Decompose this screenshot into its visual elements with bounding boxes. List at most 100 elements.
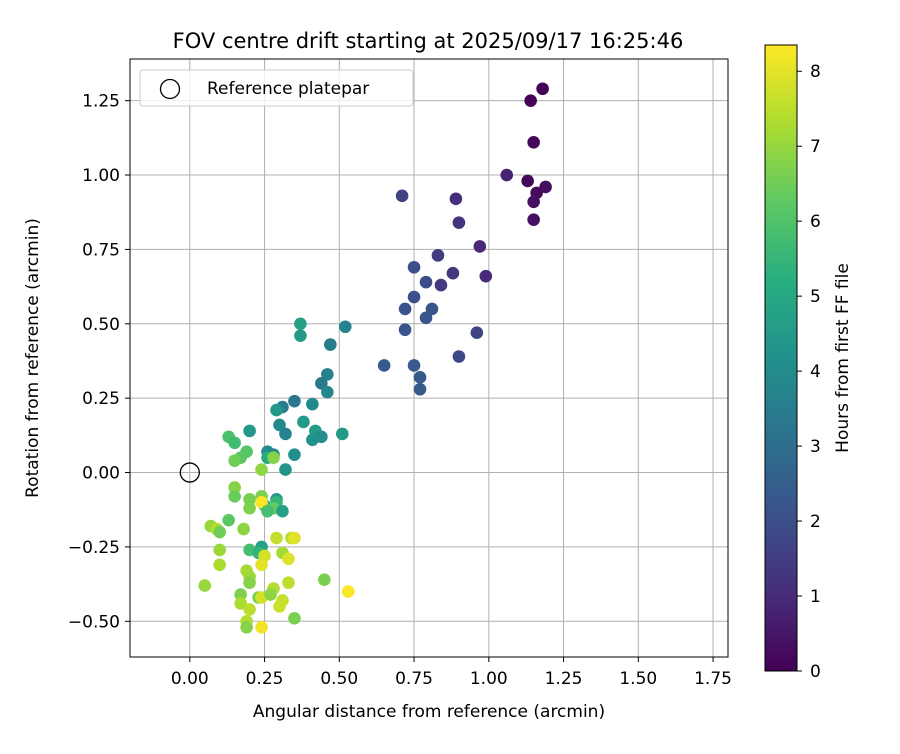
data-point xyxy=(255,558,268,572)
colorbar-label: Hours from first FF file xyxy=(833,263,853,453)
legend-entry-reference: Reference platepar xyxy=(207,79,369,99)
data-point xyxy=(237,522,250,536)
data-point xyxy=(255,463,268,476)
colorbar-ticks: 0 1 2 3 4 5 6 7 8 xyxy=(797,62,821,682)
plot-frame xyxy=(129,58,729,658)
y-tick-label: 1.00 xyxy=(82,166,120,186)
x-tick-label: 0.50 xyxy=(320,669,358,689)
data-point xyxy=(431,249,445,262)
data-point xyxy=(279,427,292,441)
data-point xyxy=(419,311,433,325)
data-point xyxy=(335,427,349,441)
data-point xyxy=(377,359,391,372)
colorbar-tick-label: 0 xyxy=(810,662,821,682)
data-point xyxy=(228,481,241,494)
data-point xyxy=(213,543,226,557)
data-point xyxy=(282,576,295,589)
data-point xyxy=(294,317,307,331)
data-point xyxy=(407,359,421,372)
data-point xyxy=(240,620,253,634)
colorbar-tick-label: 4 xyxy=(810,362,821,382)
data-point xyxy=(243,603,256,616)
colorbar-tick-label: 6 xyxy=(810,212,821,232)
data-point xyxy=(234,597,247,610)
data-point xyxy=(270,531,283,545)
data-point xyxy=(228,436,241,450)
axis-ticks: 0.00 0.25 0.50 0.75 1.00 1.25 1.50 1.75 −0.50 −0.… xyxy=(68,92,732,689)
data-point xyxy=(261,504,274,518)
legend-box xyxy=(139,69,414,107)
colorbar-tick-label: 5 xyxy=(810,287,821,307)
data-point xyxy=(398,302,412,316)
colorbar-tick-label: 2 xyxy=(810,512,821,532)
y-tick-label: 0.50 xyxy=(82,315,120,335)
y-tick-label: 0.00 xyxy=(82,464,120,484)
data-point xyxy=(324,338,337,351)
data-point xyxy=(527,213,540,226)
data-point xyxy=(425,302,439,316)
data-point xyxy=(213,525,226,539)
data-point xyxy=(273,600,286,613)
data-point xyxy=(213,558,226,572)
data-point xyxy=(318,573,331,586)
x-axis-label: Angular distance from reference (arcmin) xyxy=(253,702,605,722)
data-point xyxy=(521,174,534,188)
grid-lines xyxy=(130,59,728,657)
y-axis-label: Rotation from reference (arcmin) xyxy=(23,218,43,498)
data-point xyxy=(536,82,549,96)
data-point xyxy=(452,216,466,229)
data-point xyxy=(288,448,301,461)
colorbar-tick-label: 8 xyxy=(810,62,821,82)
data-point xyxy=(407,260,421,274)
data-point xyxy=(321,385,334,399)
data-point xyxy=(264,588,277,601)
data-point xyxy=(243,576,256,589)
data-point xyxy=(452,350,466,363)
data-point xyxy=(288,394,301,408)
data-point xyxy=(479,269,493,283)
data-point xyxy=(527,136,540,149)
y-tick-label: −0.25 xyxy=(68,538,120,558)
y-tick-label: 0.75 xyxy=(82,240,120,260)
colorbar-gradient xyxy=(764,44,798,672)
x-tick-label: 1.00 xyxy=(470,669,508,689)
data-point xyxy=(288,531,301,545)
legend-marker-reference xyxy=(159,78,181,100)
data-point xyxy=(539,180,552,194)
data-point xyxy=(398,323,412,337)
data-point xyxy=(413,382,427,396)
chart-title: FOV centre drift starting at 2025/09/17 … xyxy=(173,29,684,53)
data-point xyxy=(321,368,334,381)
data-point xyxy=(524,94,537,107)
colorbar-tick-label: 7 xyxy=(810,137,821,157)
reference-marker xyxy=(179,462,200,483)
y-tick-label: 0.25 xyxy=(82,389,120,409)
colorbar-tick-label: 3 xyxy=(810,437,821,457)
x-tick-label: 1.50 xyxy=(619,669,657,689)
data-point xyxy=(341,585,355,598)
colorbar: 0 1 2 3 4 5 6 7 8 Hours from first FF file xyxy=(764,44,853,682)
data-point xyxy=(338,320,352,334)
data-point xyxy=(288,612,301,625)
data-point xyxy=(315,376,328,390)
data-point xyxy=(419,275,433,289)
legend: Reference platepar xyxy=(139,69,414,107)
x-tick-label: 1.25 xyxy=(545,669,583,689)
y-tick-label: −0.50 xyxy=(68,612,120,632)
data-point xyxy=(234,588,247,601)
data-point xyxy=(306,397,319,411)
data-point xyxy=(267,451,280,464)
data-point xyxy=(243,424,256,438)
data-point xyxy=(279,463,292,476)
data-point xyxy=(255,620,268,634)
y-tick-label: 1.25 xyxy=(82,92,120,112)
data-point xyxy=(407,290,421,304)
scatter-points xyxy=(198,82,552,634)
x-tick-label: 0.25 xyxy=(246,669,284,689)
data-point xyxy=(276,504,289,518)
data-point xyxy=(527,195,540,209)
data-point xyxy=(395,189,409,203)
data-point xyxy=(222,513,235,527)
data-point xyxy=(500,168,514,182)
